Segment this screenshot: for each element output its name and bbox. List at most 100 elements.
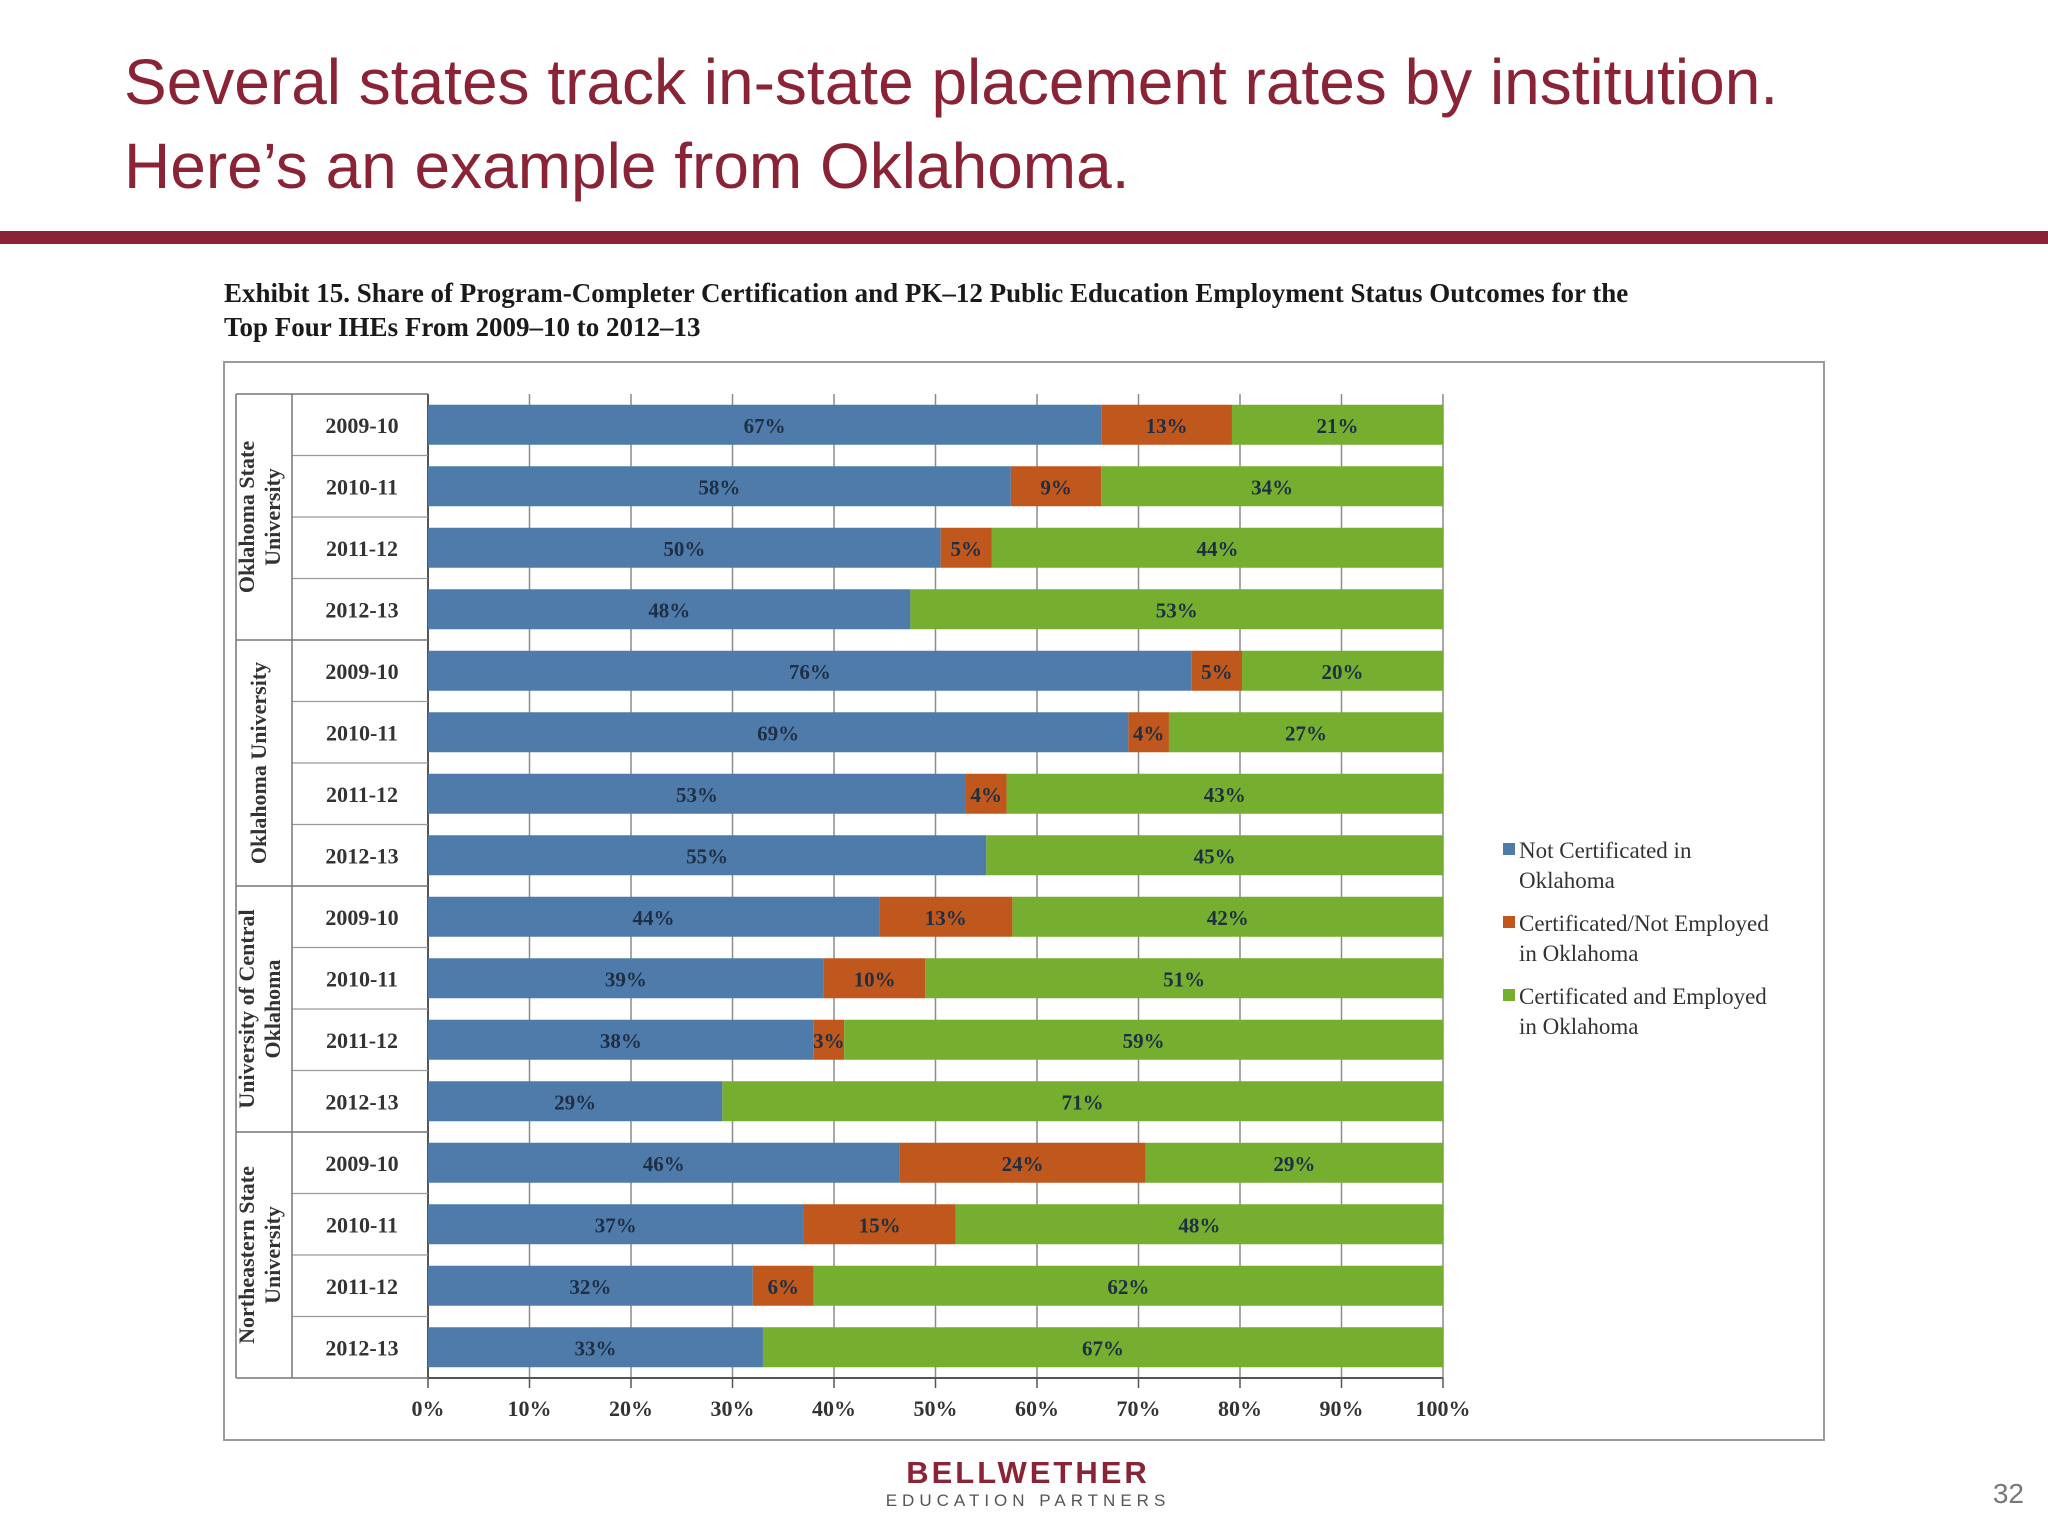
bar-segment xyxy=(1191,650,1243,691)
year-label: 2009-10 xyxy=(325,659,398,684)
bar-segment xyxy=(803,1204,956,1245)
data-label: 55% xyxy=(686,844,728,868)
data-label: 58% xyxy=(698,475,740,499)
data-label: 39% xyxy=(605,967,647,991)
legend-swatch xyxy=(1503,989,1515,1001)
group-label: Oklahoma University xyxy=(246,662,271,864)
slide-title-line2: Here’s an example from Oklahoma. xyxy=(124,130,1130,202)
bar-segment xyxy=(1012,896,1443,937)
data-label: 45% xyxy=(1194,844,1236,868)
group-label: Oklahoma StateUniversity xyxy=(234,441,285,593)
bar-segment xyxy=(1231,404,1443,445)
year-label: 2009-10 xyxy=(325,1151,398,1176)
bar-segment xyxy=(762,1327,1443,1368)
data-label: 42% xyxy=(1207,906,1249,930)
bar-segment xyxy=(428,404,1102,445)
bar-segment xyxy=(428,466,1011,507)
data-label: 69% xyxy=(757,721,799,745)
x-tick-label: 0% xyxy=(412,1396,445,1421)
bar-segment xyxy=(1145,1142,1443,1183)
legend-swatch xyxy=(1503,916,1515,928)
data-label: 32% xyxy=(569,1275,611,1299)
year-label: 2012-13 xyxy=(325,1335,398,1360)
bar-segment xyxy=(428,1142,900,1183)
chart-title-line1: Exhibit 15. Share of Program-Completer C… xyxy=(224,278,1629,308)
legend-swatch xyxy=(1503,843,1515,855)
bar-segment xyxy=(1101,404,1232,445)
bar-segment xyxy=(1128,712,1169,753)
bar-segment xyxy=(428,1327,763,1368)
data-label: 46% xyxy=(643,1152,685,1176)
data-label: 34% xyxy=(1251,475,1293,499)
year-label: 2012-13 xyxy=(325,843,398,868)
year-label: 2010-11 xyxy=(326,474,398,499)
bar-segment xyxy=(955,1204,1443,1245)
bar-segment xyxy=(428,835,987,876)
bar-segment xyxy=(1168,712,1443,753)
data-label: 5% xyxy=(951,537,983,561)
bar-segment xyxy=(910,589,1443,630)
x-tick-label: 70% xyxy=(1117,1396,1161,1421)
data-label: 15% xyxy=(859,1213,901,1237)
bar-segment xyxy=(722,1081,1443,1122)
data-label: 50% xyxy=(663,537,705,561)
title-divider xyxy=(0,231,2048,244)
bar-segment xyxy=(965,773,1007,814)
bar-segment xyxy=(1242,650,1443,691)
year-label: 2012-13 xyxy=(325,1089,398,1114)
year-label: 2010-11 xyxy=(326,1212,398,1237)
data-label: 4% xyxy=(1133,721,1165,745)
page-number: 32 xyxy=(1992,1478,2024,1509)
x-tick-label: 60% xyxy=(1015,1396,1059,1421)
data-label: 62% xyxy=(1107,1275,1149,1299)
legend-label: Certificated and Employed in Oklahoma xyxy=(1519,984,1767,1039)
bar-segment xyxy=(752,1265,814,1306)
bar-segment xyxy=(1006,773,1443,814)
data-label: 21% xyxy=(1316,414,1358,438)
bar-segment xyxy=(899,1142,1146,1183)
data-label: 48% xyxy=(1178,1213,1220,1237)
data-label: 5% xyxy=(1201,660,1233,684)
data-label: 3% xyxy=(813,1029,845,1053)
bar-segment xyxy=(1101,466,1443,507)
data-label: 20% xyxy=(1322,660,1364,684)
data-label: 13% xyxy=(1146,414,1188,438)
bar-segment xyxy=(428,589,911,630)
bellwether-logo: BELLWETHER EDUCATION PARTNERS xyxy=(880,1456,1176,1512)
bar-segment xyxy=(823,958,926,999)
data-label: 9% xyxy=(1040,475,1072,499)
bar-segment xyxy=(428,1019,814,1060)
legend-label: Certificated/Not Employed in Oklahoma xyxy=(1519,911,1769,966)
data-label: 48% xyxy=(648,598,690,622)
bar-segment xyxy=(428,773,966,814)
data-label: 24% xyxy=(1002,1152,1044,1176)
bar-segment xyxy=(813,1019,845,1060)
year-label: 2011-12 xyxy=(326,1274,398,1299)
bar-segment xyxy=(1010,466,1102,507)
x-tick-label: 30% xyxy=(711,1396,755,1421)
data-label: 44% xyxy=(633,906,675,930)
data-label: 44% xyxy=(1196,537,1238,561)
bar-segment xyxy=(428,1265,753,1306)
slide-title-line1: Several states track in-state placement … xyxy=(124,46,1779,118)
group-label: Northeastern StateUniversity xyxy=(234,1166,285,1344)
bar-segment xyxy=(925,958,1443,999)
year-label: 2009-10 xyxy=(325,413,398,438)
bar-segment xyxy=(428,527,941,568)
bar-segment xyxy=(940,527,992,568)
year-label: 2011-12 xyxy=(326,536,398,561)
logo-subtitle: EDUCATION PARTNERS xyxy=(885,1491,1171,1510)
bar-segment xyxy=(844,1019,1443,1060)
data-label: 13% xyxy=(925,906,967,930)
bar-segment xyxy=(428,1204,804,1245)
data-label: 29% xyxy=(554,1090,596,1114)
data-label: 53% xyxy=(1156,598,1198,622)
bar-segment xyxy=(428,1081,723,1122)
year-label: 2010-11 xyxy=(326,966,398,991)
bar-segment xyxy=(879,896,1013,937)
data-label: 67% xyxy=(1082,1336,1124,1360)
data-label: 67% xyxy=(744,414,786,438)
data-label: 71% xyxy=(1062,1090,1104,1114)
bar-segment xyxy=(813,1265,1443,1306)
